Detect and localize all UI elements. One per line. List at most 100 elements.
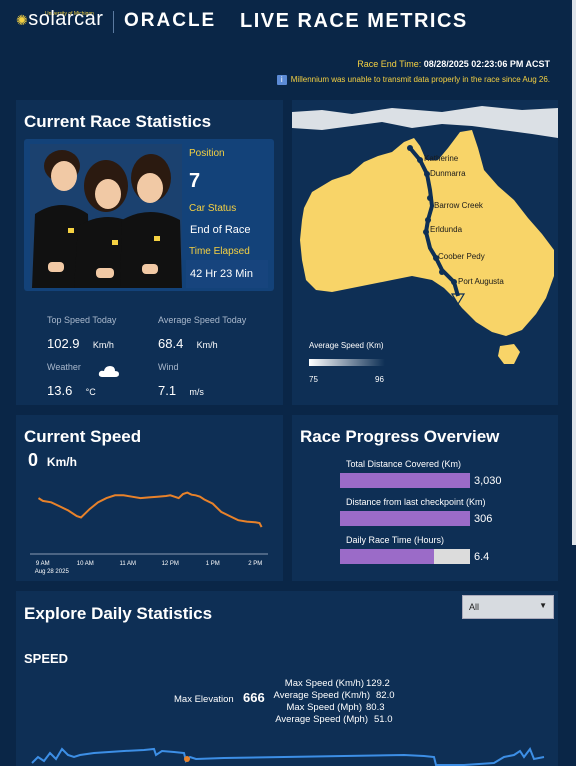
chevron-down-icon: ▼ [539, 601, 547, 610]
team-photo [30, 144, 182, 288]
progress-bar-value: 3,030 [474, 475, 502, 487]
top-speed-unit: Km/h [92, 340, 114, 350]
sun-icon: ✺ [16, 12, 29, 28]
position-label: Position [189, 148, 225, 159]
max-speed-mph-label: Max Speed (Mph) [286, 702, 362, 713]
route-markers [407, 145, 457, 285]
city-coober-pedy: Coober Pedy [438, 252, 485, 261]
top-speed-value: 102.9 [47, 336, 80, 351]
page-title: LIVE RACE METRICS [240, 10, 468, 32]
x-tick-label: 12 PM [162, 561, 179, 567]
wind-label: Wind [158, 362, 179, 372]
explore-daily-card [16, 591, 558, 766]
map-legend-max: 96 [375, 375, 384, 384]
top-speed-stat: 102.9 Km/h [47, 335, 114, 353]
australia-map[interactable] [292, 100, 558, 405]
avg-speed-unit: Km/h [196, 340, 218, 350]
solarcar-logo-text: solarcar [28, 8, 104, 30]
current-speed-unit: Km/h [46, 455, 77, 469]
map-legend-title: Average Speed (Km) [309, 341, 384, 350]
progress-bar-track [340, 473, 470, 488]
transmission-notice: i Millennium was unable to transmit data … [276, 75, 550, 85]
progress-bar-fill [340, 549, 434, 564]
speed-series-line [37, 491, 263, 528]
progress-bar-track [340, 549, 470, 564]
avg-speed-kmh-label: Average Speed (Km/h) [273, 690, 370, 701]
city-katherine: Katherine [424, 154, 459, 163]
speed-section-title: SPEED [24, 651, 69, 666]
avg-speed-stat: 68.4 Km/h [158, 335, 218, 353]
notice-text: Millennium was unable to transmit data p… [290, 75, 550, 84]
map-background-land [292, 106, 558, 138]
city-port-augusta: Port Augusta [458, 277, 504, 286]
oracle-logo: ORACLE [124, 10, 217, 31]
progress-bar-value: 306 [474, 513, 493, 525]
weather-label: Weather [47, 362, 81, 372]
finish-marker [450, 293, 466, 306]
x-tick-label: 11 AM [119, 561, 136, 567]
avg-speed-mph-label: Average Speed (Mph) [275, 714, 368, 725]
day-select[interactable]: All ▼ [462, 595, 554, 619]
city-barrow-creek: Barrow Creek [434, 201, 483, 210]
info-icon: i [276, 75, 287, 85]
progress-bar-label: Distance from last checkpoint (Km) [346, 497, 486, 507]
x-tick-label: 10 AM [77, 561, 94, 567]
page-scrollbar[interactable] [572, 0, 576, 545]
avg-speed-label: Average Speed Today [158, 315, 247, 325]
city-dunmarra: Dunmarra [430, 169, 466, 178]
day-select-value: All [469, 602, 480, 612]
daily-speed-chart[interactable] [24, 735, 554, 766]
max-speed-kmh-value: 129.2 [366, 678, 390, 689]
weather-unit: °C [85, 387, 96, 397]
race-statistics-title: Current Race Statistics [24, 112, 212, 131]
daily-speed-marker [184, 756, 190, 762]
max-speed-kmh-label: Max Speed (Km/h) [284, 678, 364, 689]
x-tick-label: 1 PM [206, 561, 220, 567]
progress-bar-fill [340, 511, 470, 526]
current-speed-value: 0 [28, 450, 39, 470]
race-end-value: 08/28/2025 02:23:06 PM ACST [423, 59, 550, 69]
map-legend-gradient [309, 359, 385, 366]
time-elapsed-label: Time Elapsed [189, 246, 250, 257]
progress-bar-track [340, 511, 470, 526]
max-speed-mph-value: 80.3 [366, 702, 385, 713]
top-speed-label: Top Speed Today [47, 315, 117, 325]
progress-bar-label: Total Distance Covered (Km) [346, 459, 462, 469]
avg-speed-value: 68.4 [158, 336, 184, 351]
x-date-label: Aug 28 2025 [35, 569, 70, 575]
explore-title: Explore Daily Statistics [24, 604, 213, 623]
city-erldunda: Erldunda [430, 225, 463, 234]
weather-stat: 13.6 °C [47, 382, 96, 400]
logo-university-text: University of Michigan [45, 11, 94, 17]
race-progress-title: Race Progress Overview [300, 427, 500, 446]
daily-speed-line [31, 746, 545, 766]
avg-speed-kmh-value: 82.0 [376, 690, 395, 701]
logo-divider [113, 11, 114, 33]
current-speed-title: Current Speed [24, 427, 142, 446]
car-status-value: End of Race [190, 224, 251, 236]
race-end-time: Race End Time: 08/28/2025 02:23:06 PM AC… [357, 59, 550, 69]
wind-stat: 7.1 m/s [158, 382, 204, 400]
progress-bar-fill [340, 473, 470, 488]
weather-value: 13.6 [47, 383, 73, 398]
progress-bar-value: 6.4 [474, 551, 490, 563]
cloud-icon [98, 364, 120, 383]
wind-value: 7.1 [158, 383, 177, 398]
progress-bar-label: Daily Race Time (Hours) [346, 535, 445, 545]
race-end-label: Race End Time: [357, 59, 422, 69]
wind-unit: m/s [189, 387, 204, 397]
max-elevation-value: 666 [243, 690, 265, 705]
car-status-label: Car Status [189, 203, 237, 214]
map-legend-min: 75 [309, 375, 318, 384]
position-value: 7 [189, 170, 201, 192]
solarcar-logo[interactable]: ✺solarcar [16, 8, 103, 31]
tasmania [498, 344, 520, 364]
x-tick-label: 9 AM [36, 561, 50, 567]
max-elevation-label: Max Elevation [174, 694, 234, 705]
speed-line-chart[interactable]: 9 AM 10 AM 11 AM 12 PM 1 PM 2 PM Aug 28 2025 [24, 470, 274, 580]
current-speed-readout: 0 Km/h [28, 450, 77, 471]
time-elapsed-box [186, 260, 268, 288]
time-elapsed-value: 42 Hr 23 Min [190, 268, 253, 280]
x-tick-label: 2 PM [248, 561, 262, 567]
avg-speed-mph-value: 51.0 [374, 714, 393, 725]
